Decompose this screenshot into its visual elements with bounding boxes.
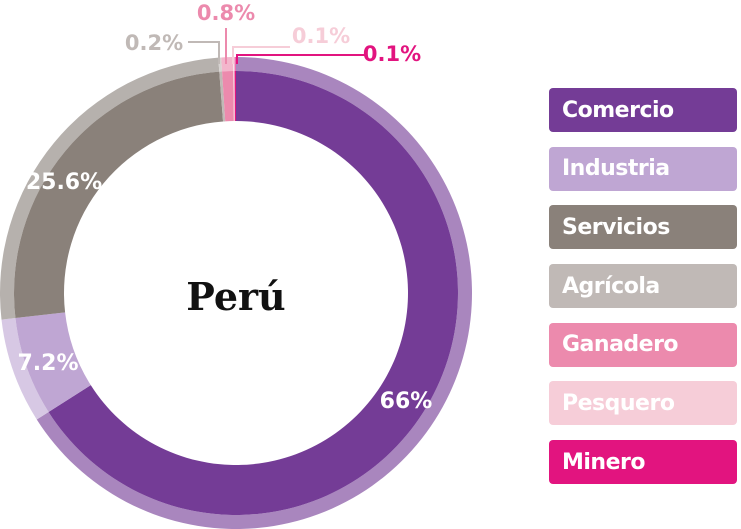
data-label-industria: 7.2% bbox=[17, 351, 78, 376]
chart-title: Perú bbox=[186, 274, 285, 319]
slice-minero bbox=[234, 71, 236, 122]
data-label-minero: 0.1% bbox=[363, 42, 421, 66]
leader-line-minero bbox=[236, 54, 366, 64]
legend-label: Comercio bbox=[562, 97, 674, 123]
data-label-pesquero: 0.1% bbox=[292, 24, 350, 48]
data-label-servicios: 25.6% bbox=[26, 170, 102, 195]
data-label-ganadero: 0.8% bbox=[197, 1, 255, 25]
legend-item-ganadero: Ganadero bbox=[549, 322, 737, 367]
leader-line-agricola bbox=[188, 41, 220, 64]
legend-item-industria: Industria bbox=[549, 146, 737, 191]
legend-item-pesquero: Pesquero bbox=[549, 381, 737, 426]
slice-pesquero bbox=[233, 71, 235, 122]
data-label-agricola: 0.2% bbox=[125, 31, 183, 55]
slice-industria bbox=[15, 312, 91, 412]
slice-servicios bbox=[13, 71, 224, 319]
legend-item-servicios: Servicios bbox=[549, 205, 737, 250]
legend-item-comercio: Comercio bbox=[549, 88, 737, 132]
slice-rim-servicios bbox=[0, 57, 220, 320]
data-label-comercio: 66% bbox=[380, 389, 433, 414]
legend: Comercio Industria Servicios Agrícola Ganade… bbox=[549, 88, 737, 499]
legend-label: Industria bbox=[562, 156, 670, 182]
legend-item-minero: Minero bbox=[549, 440, 737, 485]
leader-line-pesquero bbox=[232, 46, 290, 64]
legend-item-agricola: Agrícola bbox=[549, 264, 737, 309]
slice-ganadero bbox=[222, 71, 234, 122]
slice-rim-ganadero bbox=[221, 57, 234, 72]
slice-agricola bbox=[219, 71, 226, 122]
data-labels: 66% 7.2% 25.6% 0.2% 0.8% 0.1% 0.1% bbox=[17, 1, 432, 414]
legend-label: Minero bbox=[562, 449, 645, 475]
legend-label: Servicios bbox=[562, 214, 670, 240]
legend-label: Pesquero bbox=[562, 390, 675, 416]
leader-lines bbox=[188, 28, 366, 64]
donut-slices bbox=[0, 57, 473, 529]
slice-rim-minero bbox=[234, 57, 236, 72]
slice-rim-industria bbox=[1, 318, 49, 420]
donut-chart: 66% 7.2% 25.6% 0.2% 0.8% 0.1% 0.1% Perú bbox=[0, 1, 473, 529]
legend-label: Ganadero bbox=[562, 332, 679, 358]
legend-label: Agrícola bbox=[562, 273, 660, 299]
